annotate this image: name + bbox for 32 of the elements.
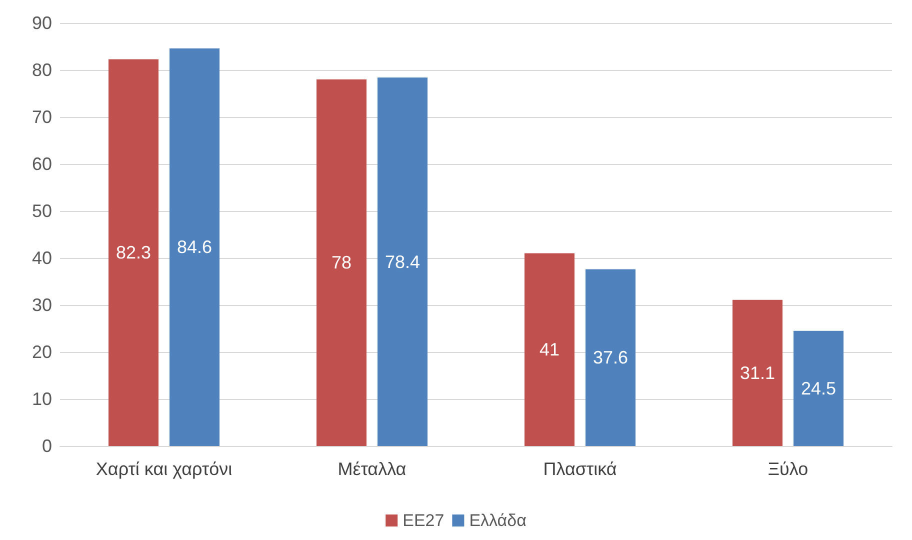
y-tick-label: 90 xyxy=(32,13,52,33)
bar xyxy=(170,48,220,446)
y-tick-label: 70 xyxy=(32,107,52,127)
data-label: 24.5 xyxy=(800,378,836,398)
bar xyxy=(586,269,636,446)
y-tick-label: 40 xyxy=(32,248,52,268)
y-tick-label: 0 xyxy=(42,436,52,456)
y-tick-label: 20 xyxy=(32,342,52,362)
data-label: 78.4 xyxy=(384,252,420,272)
bar xyxy=(108,59,158,446)
data-label: 37.6 xyxy=(592,348,628,368)
data-label: 84.6 xyxy=(176,237,212,258)
data-label: 41 xyxy=(539,340,560,360)
y-tick-label: 10 xyxy=(32,389,52,409)
legend-label: ΕΕ27 xyxy=(402,511,444,530)
data-label: 78 xyxy=(331,252,352,273)
bar xyxy=(524,253,574,446)
y-tick-label: 80 xyxy=(32,60,52,80)
y-tick-label: 30 xyxy=(32,295,52,315)
bar xyxy=(378,78,428,446)
y-tick-label: 60 xyxy=(32,154,52,174)
bar xyxy=(732,300,782,446)
y-tick-label: 50 xyxy=(32,201,52,221)
data-label: 31.1 xyxy=(740,362,776,383)
bar xyxy=(316,79,366,446)
x-tick-label: Πλαστικά xyxy=(543,459,617,479)
x-tick-label: Χαρτί και χαρτόνι xyxy=(96,459,232,479)
x-tick-label: Ξύλο xyxy=(768,459,808,479)
legend-label: Ελλάδα xyxy=(469,511,527,530)
bar xyxy=(794,330,844,446)
data-label: 82.3 xyxy=(116,242,152,263)
x-tick-label: Μέταλλα xyxy=(338,459,406,479)
